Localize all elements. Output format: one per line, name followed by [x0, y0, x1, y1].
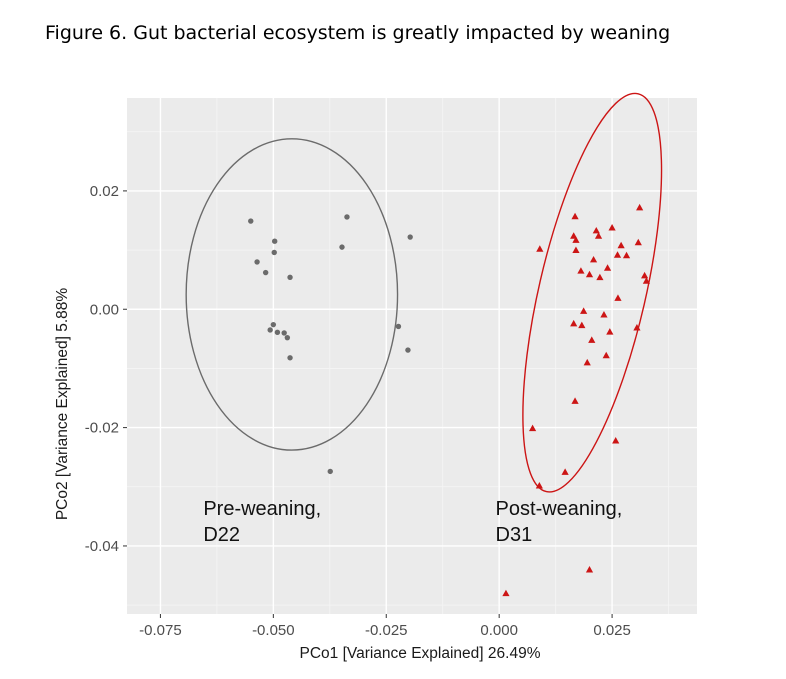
pre-point [271, 238, 278, 244]
y-axis-title: PCo2 [Variance Explained] 5.88% [54, 288, 71, 521]
pre-point [262, 269, 269, 276]
post-point [642, 277, 651, 284]
post-point [634, 238, 642, 246]
post-point [633, 323, 641, 331]
pre-ellipse [185, 138, 399, 451]
pre-point [267, 327, 273, 333]
pre-point [327, 468, 333, 475]
pre-point [344, 214, 350, 220]
y-axis: -0.04 -0.02 0.00 0.02 [85, 183, 127, 555]
major-gridlines [127, 98, 697, 614]
post-point [592, 226, 600, 234]
post-point [613, 251, 622, 258]
post-point [580, 307, 588, 314]
annotation-line: Pre-weaning, [203, 498, 321, 520]
post-point [577, 267, 585, 274]
pre-point [270, 321, 277, 328]
group-annotations: Pre-weaning, D22 Post-weaning, D31 [203, 498, 622, 546]
pre-point [281, 330, 287, 336]
post-point [528, 424, 537, 432]
post-point [570, 319, 578, 327]
x-tick-label: -0.025 [365, 622, 408, 639]
pre-point [287, 274, 293, 280]
post-point [583, 358, 591, 366]
pre-point [274, 329, 281, 336]
post-point [572, 246, 580, 253]
pre-point [339, 244, 345, 250]
x-axis: -0.075 -0.050 -0.025 0.000 0.025 [139, 614, 631, 639]
plot-panel [127, 98, 697, 614]
post-point [641, 271, 649, 279]
post-point [535, 481, 543, 489]
post-point [622, 251, 631, 259]
post-point [602, 351, 610, 359]
post-point [578, 321, 586, 329]
post-point [536, 245, 544, 252]
data-points [248, 203, 651, 597]
annotation-line: Post-weaning, [496, 498, 623, 520]
figure-title: Figure 6. Gut bacterial ecosystem is gre… [45, 22, 671, 44]
post-point [585, 566, 594, 573]
post-point [606, 328, 614, 335]
annotation-line: D22 [203, 524, 240, 546]
post-point [585, 270, 594, 278]
x-tick-label: 0.000 [480, 622, 518, 639]
annotation-line: D31 [496, 524, 533, 546]
post-point [614, 294, 622, 301]
pre-point [271, 249, 277, 256]
post-point [608, 223, 616, 231]
post-point [603, 264, 612, 271]
post-point [594, 232, 603, 239]
post-point [570, 232, 578, 239]
pre-point [287, 355, 293, 361]
x-axis-title: PCo1 [Variance Explained] 26.49% [300, 645, 541, 662]
x-tick-label: 0.025 [593, 622, 631, 639]
y-tick-label: 0.02 [90, 183, 119, 200]
pre-point [248, 218, 254, 224]
post-point [612, 437, 620, 444]
post-point [589, 255, 598, 263]
post-point [502, 589, 510, 597]
minor-gridlines [127, 98, 697, 614]
pre-point [395, 323, 402, 330]
x-tick-label: -0.075 [139, 622, 182, 639]
pre-point [407, 234, 413, 240]
pre-point [254, 259, 260, 265]
post-point [600, 310, 608, 318]
y-tick-label: 0.00 [90, 301, 119, 318]
post-point [571, 212, 579, 220]
post-point [561, 468, 569, 475]
post-point [571, 397, 579, 404]
post-ellipse [522, 92, 663, 493]
post-point [596, 273, 604, 281]
post-point [572, 236, 580, 243]
y-tick-label: -0.02 [85, 420, 119, 437]
post-point [636, 203, 644, 211]
post-point [588, 336, 596, 343]
pre-point [405, 347, 411, 353]
pre-point [284, 334, 291, 341]
confidence-ellipses [185, 92, 663, 493]
x-tick-label: -0.050 [252, 622, 295, 639]
post-point [617, 241, 625, 249]
y-tick-label: -0.04 [85, 538, 119, 555]
